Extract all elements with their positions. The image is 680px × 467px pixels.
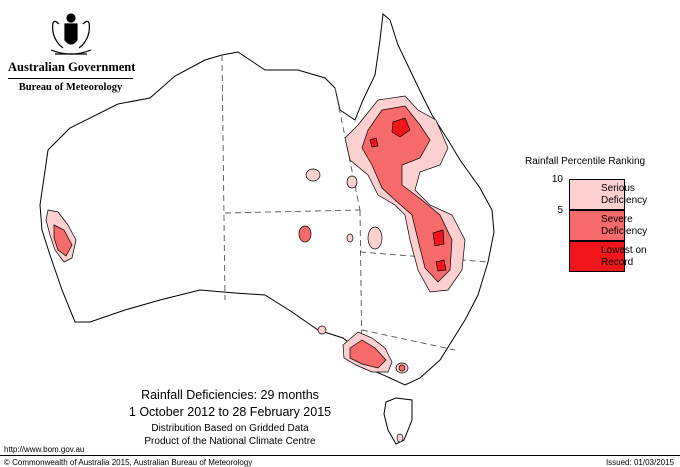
footer-copyright: © Commonwealth of Australia 2015, Austra… <box>4 458 253 467</box>
qld-blob-2 <box>346 175 358 189</box>
wa-severe-zone <box>53 224 73 257</box>
sa-blob-1 <box>298 225 312 243</box>
logo-block: Australian Government Bureau of Meteorol… <box>8 10 135 93</box>
vic-blob-2 <box>398 364 406 372</box>
qld-severe-zone <box>361 105 453 283</box>
qld-blob-1 <box>367 226 383 250</box>
legend-swatch-serious <box>569 179 625 210</box>
caption-line4: Product of the National Climate Centre <box>144 436 316 447</box>
legend-label-serious: Serious Deficiency <box>601 183 648 206</box>
sa-blob-2 <box>317 325 327 335</box>
caption-period: 1 October 2012 to 28 February 2015 <box>128 405 332 419</box>
footer-url-link[interactable]: http://www.bom.gov.au <box>4 445 85 454</box>
legend-swatch-severe <box>569 210 625 241</box>
qld-record-2 <box>432 229 445 247</box>
coat-of-arms-icon <box>50 13 91 55</box>
legend-tick-5: 5 <box>557 205 563 216</box>
footer-issued-date: Issued: 01/03/2015 <box>605 458 674 467</box>
legend-tick-10: 10 <box>551 174 563 185</box>
legend-label-record: Lowest on Record <box>601 245 647 268</box>
deficiency-zones <box>45 95 466 443</box>
nt-blob-1 <box>305 168 321 182</box>
caption-title: Rainfall Deficiencies: 29 months <box>141 388 319 402</box>
nt-sa-border <box>224 209 361 214</box>
legend-swatch-record <box>569 241 625 272</box>
vic-severe-zone <box>349 339 387 369</box>
nsw-vic-border <box>361 329 456 351</box>
bureau-name: Bureau of Meteorology <box>18 82 123 93</box>
qld-record-4 <box>369 137 379 148</box>
qld-record-3 <box>435 259 447 272</box>
tasmania-outline <box>383 397 413 445</box>
legend-title: Rainfall Percentile Ranking <box>525 156 646 167</box>
footer-divider <box>0 455 680 456</box>
wa-border <box>221 54 226 301</box>
government-name: Australian Government <box>8 60 135 79</box>
caption-line3: Distribution Based on Gridded Data <box>151 423 309 434</box>
qld-blob-3 <box>346 233 354 243</box>
qld-record-1 <box>391 117 411 138</box>
tas-blob-1 <box>396 433 404 443</box>
legend-label-severe: Severe Deficiency <box>601 214 648 237</box>
